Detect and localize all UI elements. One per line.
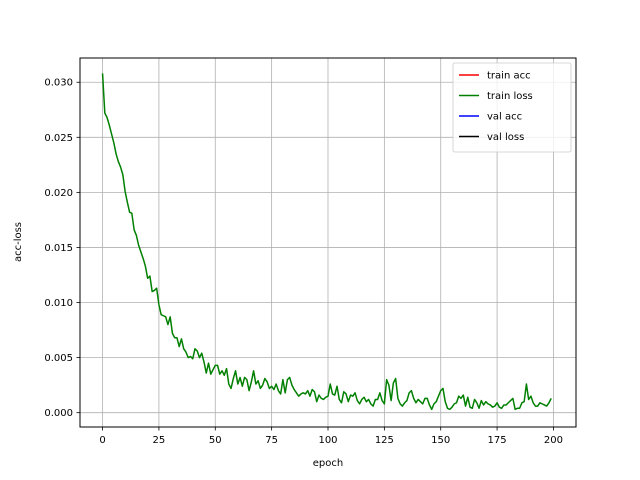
legend-entry: val acc <box>487 112 522 123</box>
legend-entry: train loss <box>487 91 533 102</box>
y-axis-label: acc-loss <box>13 222 24 262</box>
series-line-train-loss <box>101 73 552 411</box>
x-axis-label: epoch <box>313 458 343 469</box>
x-tick-label: 75 <box>265 435 278 446</box>
y-tick-label: 0.025 <box>44 133 73 144</box>
y-axis-ticks: 0.000 0.005 0.010 0.015 0.020 0.025 0.030 <box>44 78 80 419</box>
legend-entry: val loss <box>487 132 524 143</box>
x-tick-label: 25 <box>153 435 166 446</box>
x-tick-label: 100 <box>318 435 337 446</box>
legend-entry: train acc <box>487 71 531 82</box>
legend-box <box>452 62 572 153</box>
x-tick-label: 150 <box>431 435 450 446</box>
x-tick-label: 200 <box>544 435 563 446</box>
legend: train acc train loss val acc val loss <box>452 62 572 153</box>
y-tick-label: 0.015 <box>44 243 73 254</box>
y-tick-label: 0.020 <box>44 188 73 199</box>
x-tick-label: 0 <box>99 435 105 446</box>
x-tick-label: 50 <box>209 435 222 446</box>
x-tick-label: 125 <box>375 435 394 446</box>
y-tick-label: 0.000 <box>44 408 73 419</box>
x-tick-label: 175 <box>488 435 507 446</box>
x-axis-ticks: 0 25 50 75 100 125 150 175 200 <box>99 427 563 446</box>
series-layer <box>101 73 552 411</box>
y-tick-label: 0.005 <box>44 353 73 364</box>
y-tick-label: 0.030 <box>44 78 73 89</box>
y-tick-label: 0.010 <box>44 298 73 309</box>
